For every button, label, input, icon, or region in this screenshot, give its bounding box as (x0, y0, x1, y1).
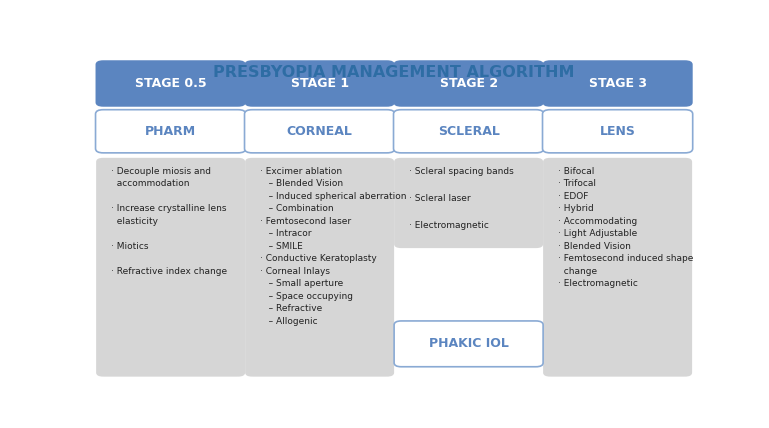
FancyBboxPatch shape (95, 110, 246, 153)
FancyBboxPatch shape (394, 158, 543, 248)
FancyBboxPatch shape (394, 60, 544, 107)
Text: · Excimer ablation
   – Blended Vision
   – Induced spherical aberration
   – Co: · Excimer ablation – Blended Vision – In… (260, 167, 407, 326)
Text: SCLERAL: SCLERAL (438, 125, 500, 138)
FancyBboxPatch shape (96, 158, 245, 377)
Text: STAGE 3: STAGE 3 (588, 77, 647, 90)
FancyBboxPatch shape (394, 110, 544, 153)
Text: PRESBYOPIA MANAGEMENT ALGORITHM: PRESBYOPIA MANAGEMENT ALGORITHM (213, 65, 575, 80)
Text: STAGE 1: STAGE 1 (291, 77, 348, 90)
Text: · Scleral spacing bands

· Scleral laser

· Electromagnetic: · Scleral spacing bands · Scleral laser … (409, 167, 514, 230)
Text: · Decouple miosis and
  accommodation

· Increase crystalline lens
  elasticity
: · Decouple miosis and accommodation · In… (111, 167, 227, 276)
Text: STAGE 0.5: STAGE 0.5 (135, 77, 206, 90)
FancyBboxPatch shape (245, 158, 394, 377)
Text: · Bifocal
· Trifocal
· EDOF
· Hybrid
· Accommodating
· Light Adjustable
· Blende: · Bifocal · Trifocal · EDOF · Hybrid · A… (558, 167, 694, 288)
FancyBboxPatch shape (543, 158, 692, 377)
Text: LENS: LENS (600, 125, 635, 138)
Text: CORNEAL: CORNEAL (287, 125, 352, 138)
FancyBboxPatch shape (542, 110, 693, 153)
FancyBboxPatch shape (542, 60, 693, 107)
FancyBboxPatch shape (245, 110, 394, 153)
FancyBboxPatch shape (95, 60, 246, 107)
FancyBboxPatch shape (394, 321, 543, 367)
Text: STAGE 2: STAGE 2 (440, 77, 498, 90)
Text: PHAKIC IOL: PHAKIC IOL (428, 337, 508, 351)
FancyBboxPatch shape (245, 60, 394, 107)
Text: PHARM: PHARM (145, 125, 196, 138)
